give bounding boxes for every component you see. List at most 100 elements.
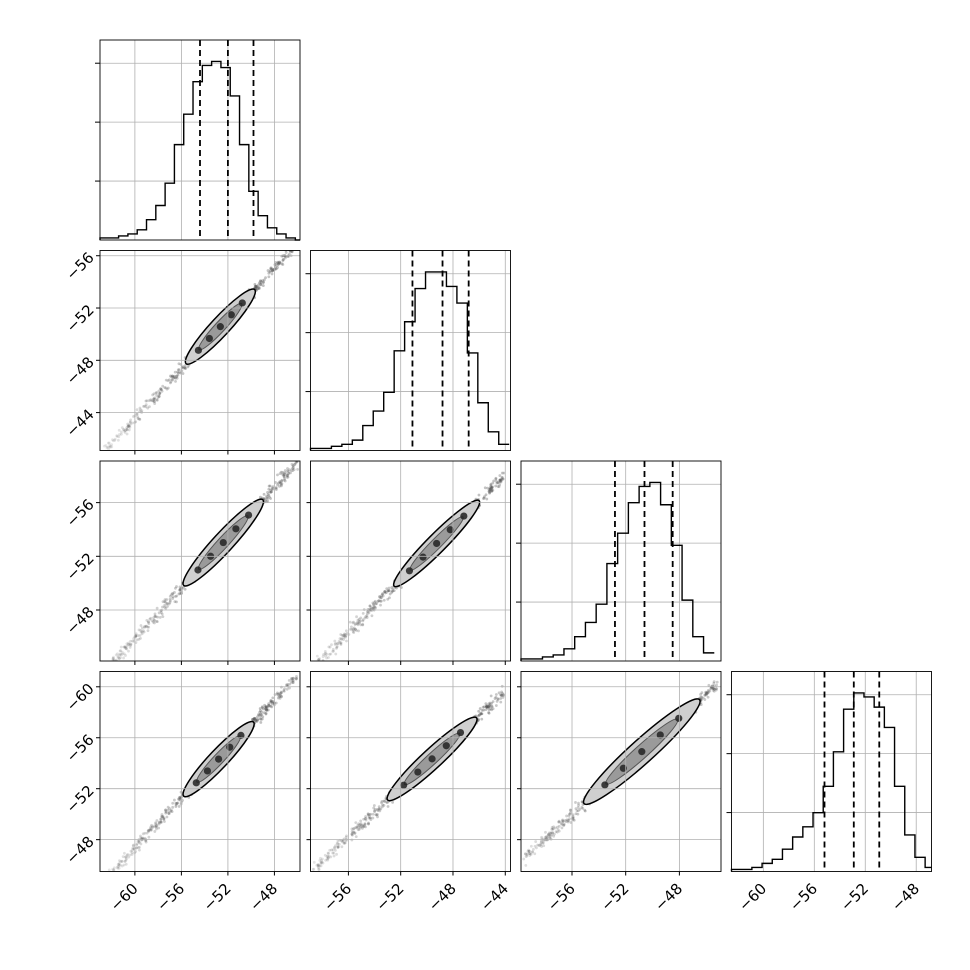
sample-point <box>111 873 114 876</box>
sample-point <box>103 874 106 877</box>
sample-point <box>164 386 168 390</box>
sample-point <box>135 843 139 847</box>
sample-point <box>111 872 114 875</box>
sample-point <box>322 653 325 657</box>
sample-point <box>523 852 527 856</box>
sample-point <box>540 840 543 844</box>
sample-point <box>276 483 279 487</box>
xtick-label-p3-0: −60 <box>735 880 770 915</box>
ytick-label-p2-1: −52 <box>63 549 98 584</box>
sample-point <box>368 604 372 608</box>
sample-point <box>500 690 503 694</box>
sample-point <box>275 267 278 271</box>
sample-point <box>546 832 550 836</box>
sample-point <box>366 610 370 613</box>
sample-point <box>705 693 708 697</box>
sample-point <box>124 429 127 433</box>
sample-point <box>288 468 292 472</box>
axes-frame <box>99 671 301 872</box>
sample-point <box>168 810 171 814</box>
sample-point <box>278 260 281 264</box>
sample-point <box>286 683 290 686</box>
sample-point <box>290 250 294 253</box>
sample-point <box>155 819 159 822</box>
sample-point <box>487 702 491 706</box>
sample-point <box>336 845 340 849</box>
sample-point <box>483 495 486 499</box>
sample-point <box>336 845 340 848</box>
sample-point <box>490 490 494 493</box>
sample-point <box>548 833 552 837</box>
sample-point <box>373 599 377 603</box>
sample-point <box>484 493 488 497</box>
axes-frame-p3 <box>731 671 932 872</box>
sample-point <box>138 845 141 849</box>
sample-point <box>319 861 323 865</box>
sample-point <box>165 602 169 606</box>
sample-point <box>267 703 270 707</box>
sample-point <box>496 697 500 701</box>
sample-point <box>109 872 112 875</box>
sample-point <box>502 471 506 475</box>
sample-point <box>360 823 364 827</box>
sample-point <box>180 369 184 373</box>
sample-point <box>703 693 707 697</box>
sample-point <box>104 443 108 447</box>
sample-point <box>147 399 151 403</box>
sample-point <box>546 833 550 837</box>
sample-point <box>561 820 565 824</box>
sample-point <box>176 371 180 375</box>
sample-point <box>161 605 164 609</box>
sample-point <box>533 844 537 848</box>
sample-point <box>173 374 177 378</box>
sample-point <box>270 269 274 273</box>
sample-point <box>344 634 348 637</box>
sample-point <box>159 820 163 824</box>
sample-point <box>581 806 585 810</box>
sample-point <box>143 836 147 840</box>
sample-point <box>169 809 173 813</box>
sample-point <box>105 875 108 878</box>
sample-point <box>130 852 134 856</box>
sample-point <box>146 625 149 629</box>
sample-point <box>533 852 537 856</box>
sample-point <box>350 827 354 831</box>
sample-point <box>138 417 142 421</box>
sample-point <box>142 630 146 634</box>
sample-point <box>175 374 179 378</box>
sample-point <box>275 263 279 267</box>
sample-point <box>178 585 182 589</box>
sample-point <box>356 828 360 832</box>
density-core <box>237 731 245 739</box>
ytick-label-p2-0: −56 <box>63 496 98 531</box>
sample-point <box>488 491 492 494</box>
sample-point <box>124 654 127 657</box>
sample-point <box>130 850 134 854</box>
sample-point <box>355 622 359 626</box>
sample-point <box>269 699 273 703</box>
sample-point <box>711 686 715 690</box>
sample-point <box>476 714 480 718</box>
sample-point <box>103 454 106 457</box>
sample-point <box>330 848 334 852</box>
sample-point <box>257 287 260 291</box>
sample-point <box>137 417 140 421</box>
sample-point <box>283 477 287 481</box>
sample-point <box>155 606 159 610</box>
density-core <box>216 323 224 331</box>
sample-point <box>264 498 268 502</box>
sample-point <box>339 642 343 646</box>
sample-point <box>361 611 365 615</box>
sample-point <box>178 795 182 799</box>
sample-point <box>110 663 113 666</box>
sample-point <box>485 705 488 709</box>
sample-point <box>497 691 501 695</box>
sample-point <box>576 812 580 816</box>
sample-point <box>580 806 584 809</box>
sample-point <box>128 645 132 649</box>
sample-point <box>477 709 481 713</box>
sample-point <box>547 831 551 835</box>
sample-point <box>378 595 382 599</box>
sample-point <box>272 701 276 705</box>
sample-point <box>149 828 153 832</box>
